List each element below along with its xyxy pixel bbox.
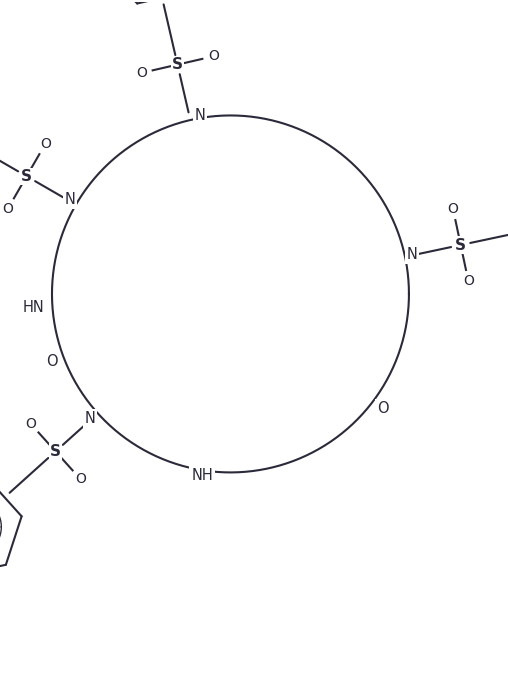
Text: O: O: [3, 201, 13, 216]
Text: O: O: [75, 472, 86, 486]
Text: O: O: [448, 201, 458, 216]
Text: HN: HN: [22, 301, 44, 315]
Text: S: S: [50, 444, 61, 459]
Text: O: O: [463, 275, 474, 288]
Text: NH: NH: [191, 468, 213, 483]
Text: O: O: [40, 137, 51, 151]
Text: S: S: [172, 57, 183, 72]
Text: O: O: [208, 49, 219, 64]
Text: O: O: [46, 354, 57, 369]
Text: O: O: [136, 66, 147, 80]
Text: N: N: [84, 410, 96, 426]
Text: N: N: [65, 193, 76, 207]
Text: S: S: [21, 169, 32, 184]
Text: N: N: [406, 247, 418, 262]
Text: O: O: [377, 401, 389, 416]
Text: S: S: [455, 238, 466, 253]
Text: N: N: [195, 108, 206, 123]
Text: O: O: [25, 417, 36, 431]
